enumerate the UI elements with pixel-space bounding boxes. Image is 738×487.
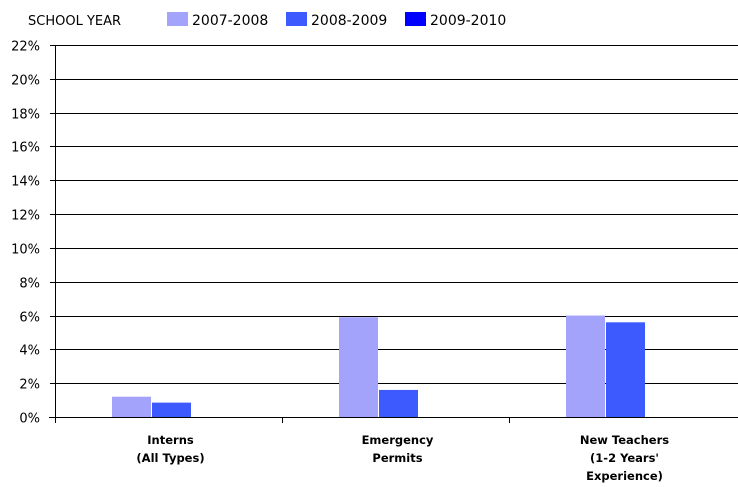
x-tick-label-0: Interns (All Types): [136, 433, 204, 465]
gridlines: [55, 45, 738, 384]
bar-2008-2009-2: [606, 322, 645, 417]
y-tick-label-12: 12%: [11, 209, 40, 224]
y-tick-label-8: 8%: [19, 277, 40, 292]
y-tick-label-16: 16%: [11, 141, 40, 156]
x-axis-labels: Interns (All Types) Emergency Permits New Te…: [136, 433, 669, 483]
y-tick-label-18: 18%: [11, 108, 40, 123]
x-tick-label-2: New Teachers (1-2 Years' Experience): [580, 433, 669, 483]
y-axis-ticks: 0% 2% 4% 6% 8% 10% 12% 14% 16% 18% 20% 22%: [11, 40, 40, 427]
x-tick-label-1: Emergency Permits: [362, 433, 434, 465]
y-tick-label-6: 6%: [19, 311, 40, 326]
legend-label-2008-2009: 2008-2009: [311, 13, 387, 29]
y-tick-label-10: 10%: [11, 243, 40, 258]
bar-2008-2009-1: [379, 389, 418, 417]
bar-2007-2008-1: [339, 317, 378, 417]
bars: [112, 315, 645, 417]
legend-label-2009-2010: 2009-2010: [430, 13, 506, 29]
legend-title: SCHOOL YEAR: [28, 14, 121, 29]
y-tick-label-22: 22%: [11, 40, 40, 55]
y-tick-label-20: 20%: [11, 74, 40, 89]
legend-swatch-2007-2008: [167, 12, 188, 26]
y-tick-label-0: 0%: [19, 412, 40, 427]
legend-label-2007-2008: 2007-2008: [192, 13, 268, 29]
y-tick-label-4: 4%: [19, 344, 40, 359]
y-tick-label-14: 14%: [11, 175, 40, 190]
bar-2007-2008-0: [112, 396, 151, 417]
legend-swatch-2008-2009: [286, 12, 307, 26]
y-tick-label-2: 2%: [19, 378, 40, 393]
legend: SCHOOL YEAR 2007-2008 2008-2009 2009-2010: [28, 12, 506, 29]
bar-2008-2009-0: [152, 402, 191, 417]
axes: [49, 45, 738, 423]
legend-swatch-2009-2010: [405, 12, 426, 26]
bar-2007-2008-2: [566, 315, 605, 417]
